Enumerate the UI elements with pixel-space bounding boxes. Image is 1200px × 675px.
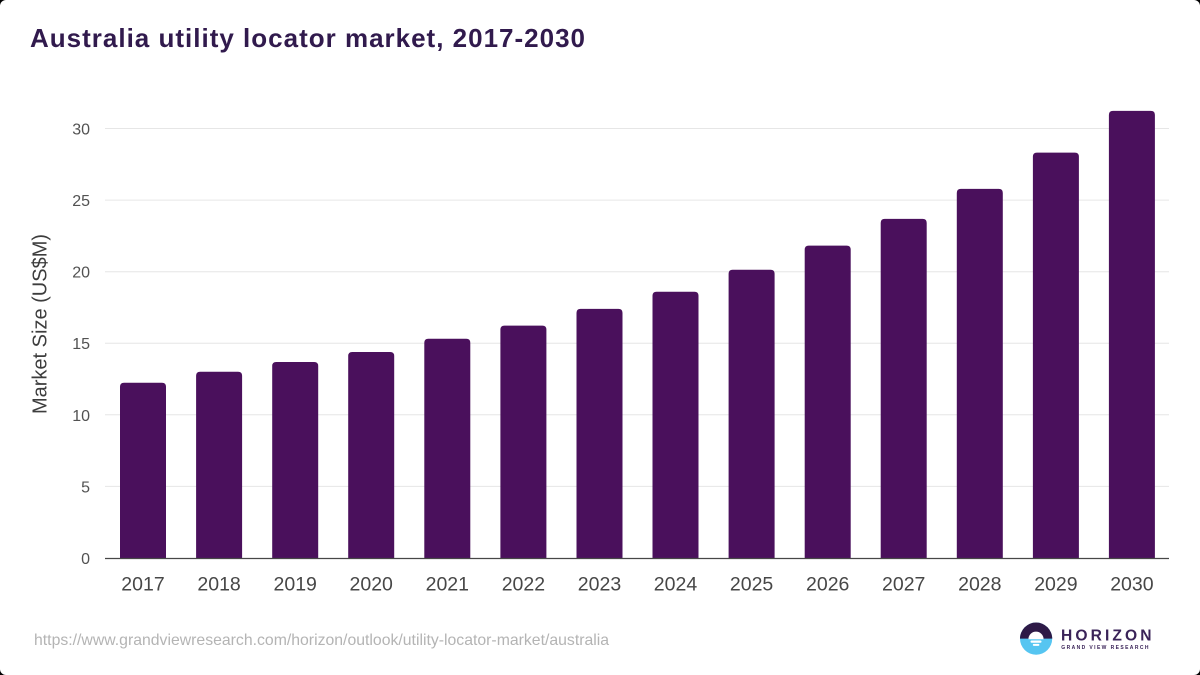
svg-text:Market Size (US$M): Market Size (US$M)	[30, 234, 52, 414]
svg-text:2026: 2026	[806, 574, 849, 596]
svg-text:25: 25	[72, 193, 90, 210]
svg-text:0: 0	[81, 551, 90, 568]
svg-text:10: 10	[72, 408, 90, 425]
svg-text:Australia utility locator mark: Australia utility locator market, 2017-2…	[30, 23, 586, 53]
svg-text:2017: 2017	[121, 574, 164, 596]
svg-text:2029: 2029	[1034, 574, 1077, 596]
svg-text:2018: 2018	[197, 574, 240, 596]
svg-text:2019: 2019	[274, 574, 317, 596]
svg-text:5: 5	[81, 479, 90, 496]
svg-text:20: 20	[72, 265, 90, 282]
svg-text:2022: 2022	[502, 574, 545, 596]
svg-text:GRAND VIEW RESEARCH: GRAND VIEW RESEARCH	[1061, 645, 1150, 651]
svg-text:2023: 2023	[578, 574, 621, 596]
svg-text:2028: 2028	[958, 574, 1001, 596]
svg-text:https://www.grandviewresearch.: https://www.grandviewresearch.com/horizo…	[34, 632, 609, 649]
svg-text:2027: 2027	[882, 574, 925, 596]
svg-text:15: 15	[72, 336, 90, 353]
svg-text:2025: 2025	[730, 574, 774, 596]
svg-text:HORIZON: HORIZON	[1061, 627, 1155, 644]
svg-text:30: 30	[72, 122, 90, 139]
svg-text:2024: 2024	[654, 574, 698, 596]
svg-text:2030: 2030	[1110, 574, 1154, 596]
svg-text:2020: 2020	[350, 574, 394, 596]
svg-text:2021: 2021	[426, 574, 469, 596]
